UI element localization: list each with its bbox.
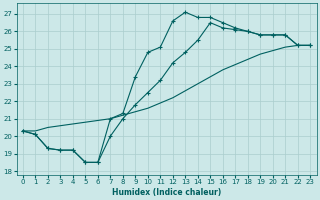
X-axis label: Humidex (Indice chaleur): Humidex (Indice chaleur) [112, 188, 221, 197]
